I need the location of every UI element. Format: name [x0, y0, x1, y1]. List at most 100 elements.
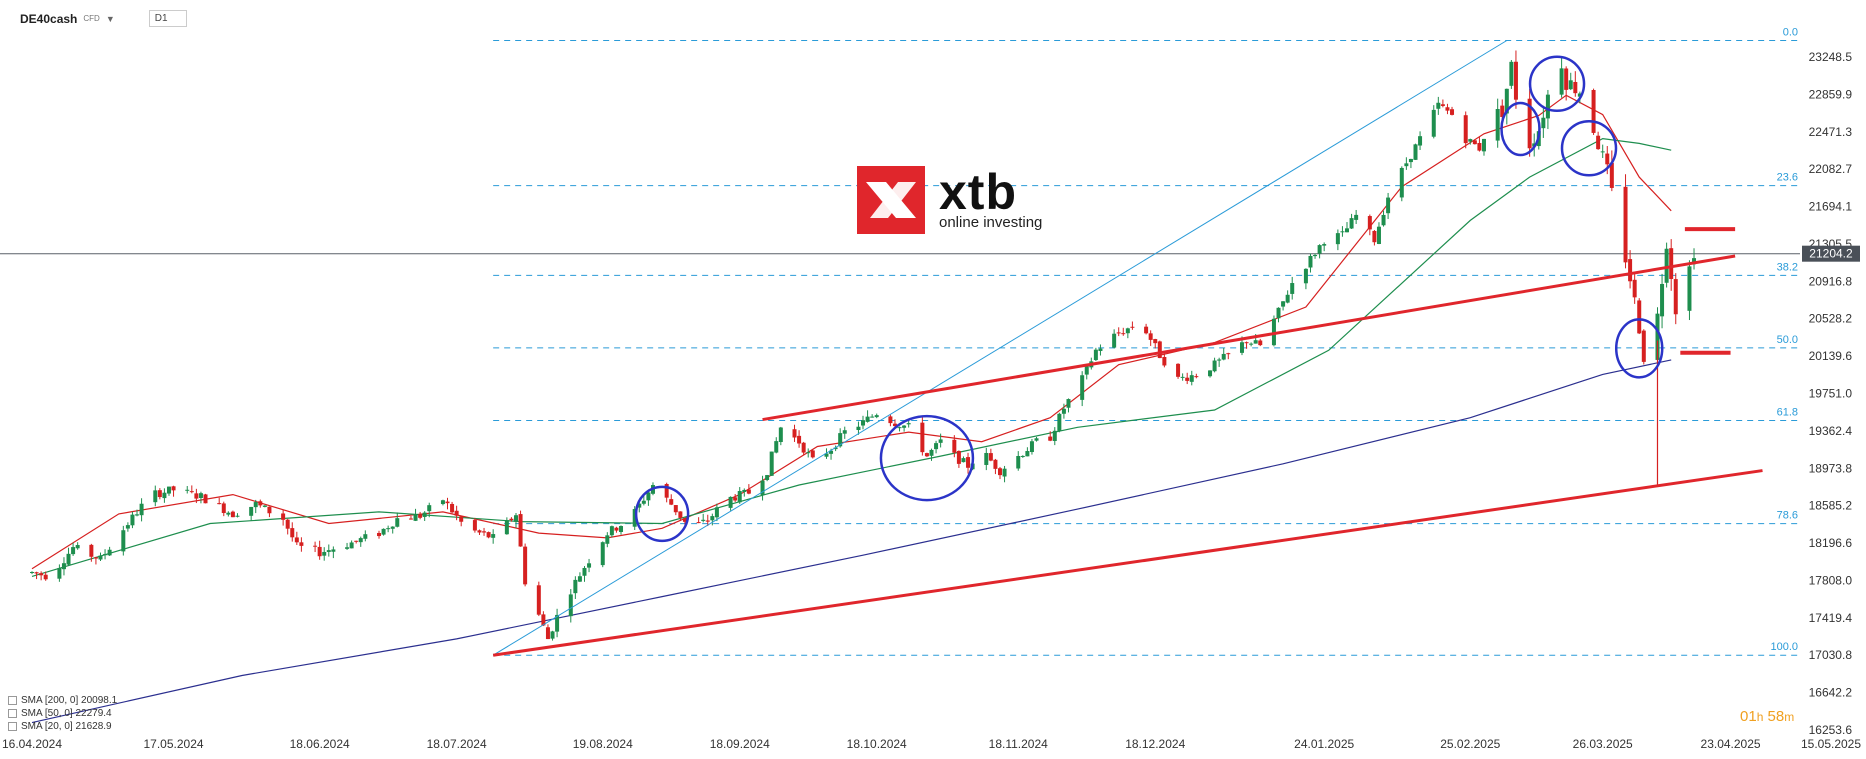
- candle-body: [829, 450, 834, 454]
- candle-body: [902, 425, 907, 428]
- candle-body: [600, 542, 605, 566]
- candle-body: [381, 528, 386, 535]
- price-tick-label: 19362.4: [1809, 424, 1853, 438]
- candle-body: [1500, 105, 1505, 117]
- candle-body: [1440, 104, 1445, 106]
- price-tick-label: 18196.6: [1809, 536, 1853, 550]
- legend-item[interactable]: SMA [20, 0] 21628.9: [8, 720, 117, 733]
- legend-item[interactable]: SMA [200, 0] 20098.1: [8, 694, 117, 707]
- candle-body: [1605, 153, 1610, 165]
- candle-body: [1080, 375, 1085, 400]
- candle-body: [130, 514, 135, 526]
- candle-body: [472, 520, 477, 531]
- candle-body: [1568, 80, 1573, 90]
- candle-body: [395, 518, 400, 527]
- candle-body: [1303, 268, 1308, 284]
- candle-body: [833, 447, 838, 450]
- price-tick-label: 21694.1: [1809, 200, 1853, 214]
- candle-body: [1116, 332, 1121, 334]
- candle-countdown: 01h 58m: [1740, 708, 1794, 725]
- fib-level-label: 50.0: [1777, 334, 1798, 346]
- candle-body: [1687, 266, 1692, 311]
- candle-body: [906, 423, 911, 425]
- candle-body: [221, 503, 226, 514]
- chevron-down-icon[interactable]: ▼: [105, 13, 115, 24]
- candle-body: [874, 415, 879, 418]
- candle-body: [1176, 363, 1181, 377]
- candle-body: [778, 427, 783, 443]
- candle-body: [824, 453, 829, 457]
- candle-body: [705, 520, 710, 522]
- candle-body: [258, 501, 263, 506]
- candle-body: [313, 545, 318, 547]
- candle-body: [345, 547, 350, 549]
- candle-body: [1144, 326, 1149, 334]
- candle-body: [701, 519, 706, 521]
- candle-body: [377, 532, 382, 537]
- candle-body: [1472, 140, 1477, 145]
- price-tick-label: 17030.8: [1809, 648, 1853, 662]
- date-tick-label: 15.05.2025: [1801, 737, 1861, 751]
- countdown-hours: 01: [1740, 708, 1757, 725]
- candle-body: [1450, 109, 1455, 115]
- candle-body: [1463, 115, 1468, 144]
- date-tick-label: 19.08.2024: [573, 737, 633, 751]
- candle-body: [267, 506, 272, 514]
- price-tick-label: 17808.0: [1809, 573, 1853, 587]
- candle-body: [1016, 455, 1021, 469]
- timeframe-select[interactable]: D1: [148, 10, 187, 27]
- candle-body: [477, 530, 482, 533]
- candle-body: [253, 502, 258, 508]
- candle-body: [1048, 436, 1053, 441]
- candle-body: [619, 526, 624, 533]
- candle-body: [418, 514, 423, 518]
- candle-body: [153, 490, 158, 503]
- symbol-name[interactable]: DE40cash: [20, 11, 78, 26]
- candle-body: [1527, 98, 1532, 149]
- candle-body: [577, 576, 582, 582]
- xtb-logo: xtb online investing: [857, 166, 1042, 234]
- candle-body: [541, 614, 546, 626]
- candle-body: [1020, 455, 1025, 457]
- candle-body: [682, 518, 687, 522]
- candle-body: [728, 496, 733, 508]
- candle-body: [1335, 233, 1340, 245]
- candle-body: [1655, 313, 1660, 360]
- candle-body: [1226, 353, 1231, 355]
- candle-body: [1271, 318, 1276, 346]
- candle-body: [988, 453, 993, 461]
- candle-body: [1504, 88, 1509, 114]
- candle-body: [262, 505, 267, 507]
- candle-body: [1399, 167, 1404, 198]
- candle-body: [924, 453, 929, 457]
- candle-body: [491, 534, 496, 538]
- candle-body: [806, 452, 811, 454]
- candle-body: [354, 540, 359, 542]
- indicator-settings-icon[interactable]: [8, 696, 17, 705]
- candle-body: [582, 567, 587, 576]
- xtb-wordmark: xtb: [939, 163, 1017, 220]
- candle-body: [66, 553, 71, 565]
- instrument-type-label: CFD: [83, 14, 100, 23]
- candle-body: [956, 450, 961, 464]
- candle-body: [810, 450, 815, 458]
- candle-body: [870, 416, 875, 418]
- candle-body: [39, 573, 44, 576]
- candle-body: [961, 458, 966, 463]
- legend-item[interactable]: SMA [50, 0] 22279.4: [8, 707, 117, 720]
- candle-body: [1002, 468, 1007, 477]
- candle-body: [1340, 231, 1345, 233]
- trend-line: [762, 254, 1736, 422]
- candle-body: [1125, 328, 1130, 334]
- candle-body: [1285, 294, 1290, 303]
- candle-body: [1495, 109, 1500, 141]
- price-tick-label: 22082.7: [1809, 162, 1853, 176]
- candle-body: [1153, 339, 1158, 344]
- indicator-settings-icon[interactable]: [8, 722, 17, 731]
- highlight-circle: [634, 485, 690, 543]
- candle-body: [746, 489, 751, 494]
- candle-body: [440, 500, 445, 505]
- candle-body: [801, 442, 806, 453]
- indicator-settings-icon[interactable]: [8, 709, 17, 718]
